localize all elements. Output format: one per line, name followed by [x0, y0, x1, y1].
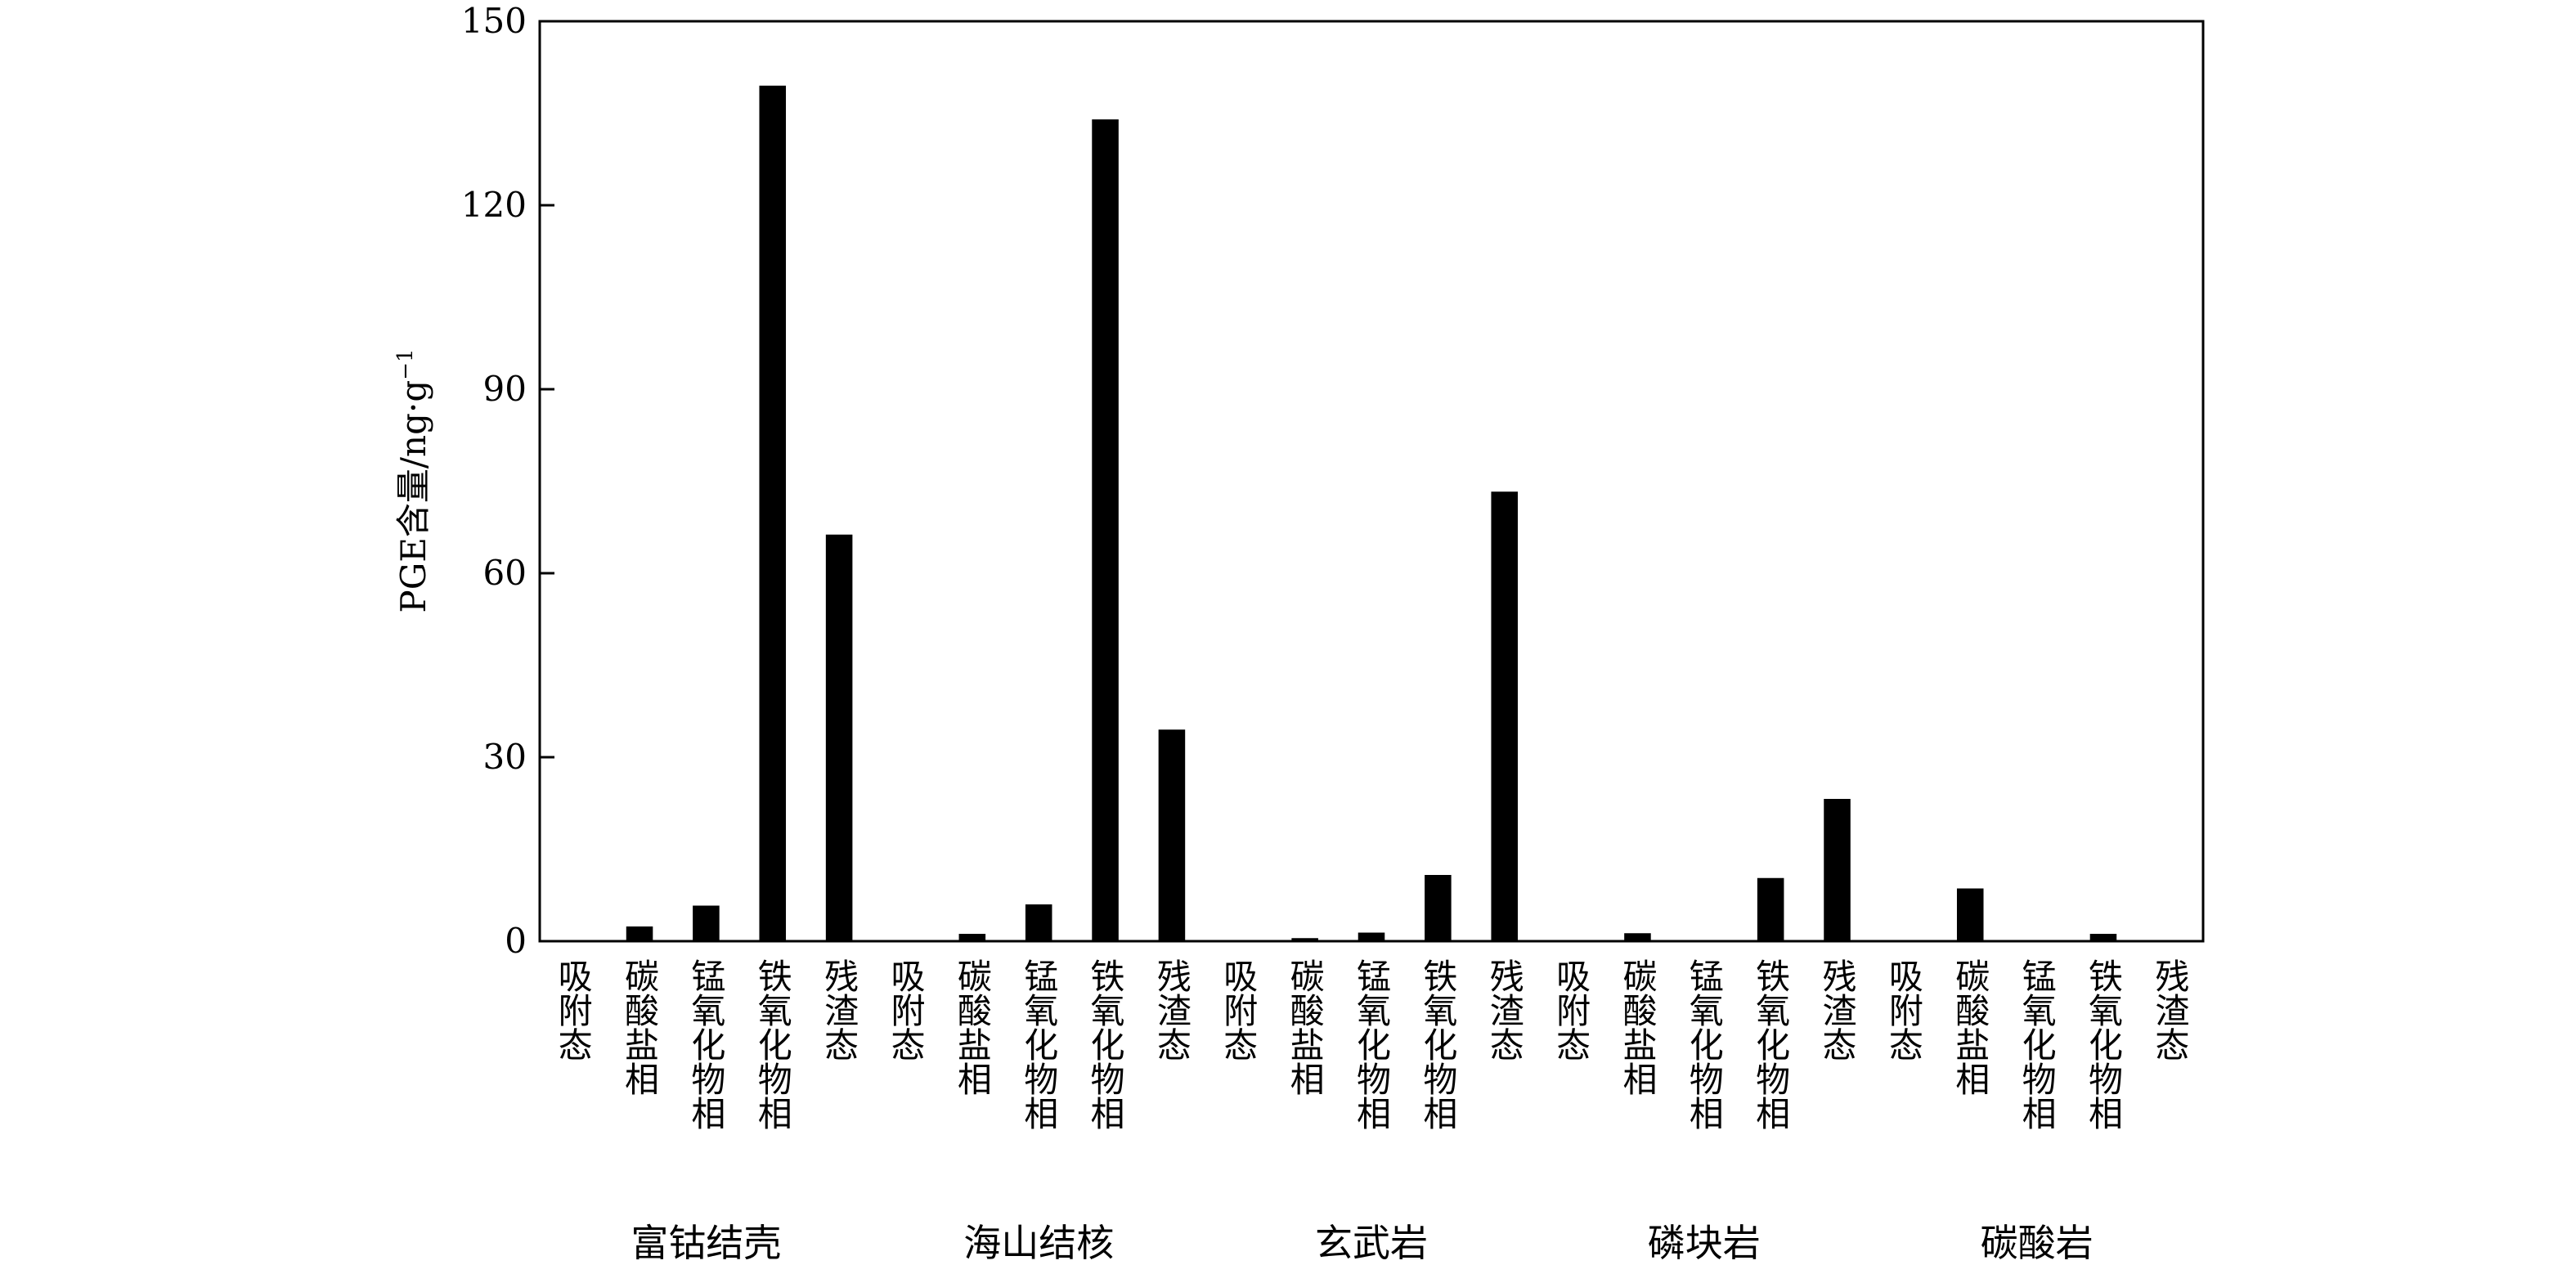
bar: [1491, 491, 1518, 941]
category-label: 碳酸盐相: [1285, 958, 1325, 1096]
category-label: 残渣态: [1484, 958, 1524, 1061]
category-label: 残渣态: [819, 958, 859, 1061]
bar: [1158, 729, 1186, 941]
y-tick-label: 120: [461, 185, 527, 225]
bar: [626, 926, 653, 941]
category-label: 残渣态: [2150, 958, 2190, 1061]
category-label: 碳酸盐相: [620, 958, 660, 1096]
category-label: 铁氧化物相: [1085, 958, 1125, 1130]
bars-layer: [626, 85, 2117, 941]
y-axis-label-superscript: −1: [393, 348, 418, 379]
bar: [1624, 933, 1651, 941]
category-label: 铁氧化物相: [2083, 958, 2123, 1130]
y-tick-label: 60: [483, 553, 527, 593]
bar: [693, 905, 720, 941]
category-label: 吸附态: [1218, 958, 1259, 1061]
bar: [1291, 938, 1318, 941]
bar: [1824, 799, 1851, 941]
group-label: 海山结核: [963, 1221, 1114, 1265]
y-tick-label: 90: [483, 369, 527, 409]
group-label: 富钴结壳: [631, 1221, 781, 1265]
group-label: 玄武岩: [1315, 1221, 1428, 1265]
y-axis: 0 30 60 90 120 150: [461, 1, 554, 961]
category-label: 吸附态: [886, 958, 926, 1061]
category-label: 吸附态: [553, 958, 593, 1061]
bar: [759, 85, 787, 941]
category-label: 碳酸盐相: [1950, 958, 1990, 1096]
category-label: 锰氧化物相: [1352, 958, 1392, 1130]
group-labels: 富钴结壳 海山结核 玄武岩 磷块岩 碳酸岩: [631, 1221, 2093, 1265]
category-label: 残渣态: [1817, 958, 1857, 1061]
y-axis-label: PGE含量/ng·g−1: [393, 348, 433, 612]
bar: [1025, 904, 1052, 941]
category-label: 锰氧化物相: [2017, 958, 2057, 1130]
category-label: 吸附态: [1551, 958, 1591, 1061]
bar: [1690, 940, 1718, 941]
group-label: 碳酸岩: [1981, 1221, 2094, 1265]
category-label: 残渣态: [1151, 958, 1192, 1061]
bar: [825, 534, 853, 941]
bar: [1358, 932, 1385, 941]
y-tick-label: 0: [505, 921, 527, 961]
category-label: 铁氧化物相: [1751, 958, 1791, 1130]
category-label: 铁氧化物相: [752, 958, 792, 1130]
bar: [2089, 934, 2117, 941]
category-label: 吸附态: [1883, 958, 1923, 1061]
bar: [1956, 888, 1984, 941]
bar: [1425, 875, 1452, 941]
group-label: 磷块岩: [1648, 1221, 1761, 1265]
category-label: 锰氧化物相: [1019, 958, 1059, 1130]
bar: [958, 934, 986, 941]
category-label: 碳酸盐相: [952, 958, 992, 1096]
bar: [1757, 877, 1784, 941]
category-label: 锰氧化物相: [1684, 958, 1724, 1130]
bar: [1092, 119, 1119, 941]
y-tick-label: 30: [483, 737, 527, 777]
category-label: 锰氧化物相: [686, 958, 726, 1130]
y-tick-label: 150: [461, 1, 527, 41]
category-label: 铁氧化物相: [1418, 958, 1458, 1130]
category-labels: 吸附态 碳酸盐相 锰氧化物相 铁氧化物相 残渣态 吸附态 碳酸盐相 锰氧化物相 铁氧化物相 残渣态…: [553, 958, 2190, 1130]
plot-frame: [538, 20, 2205, 943]
y-axis-label-main: PGE含量/ng·g: [393, 380, 433, 613]
category-label: 碳酸盐相: [1618, 958, 1658, 1096]
